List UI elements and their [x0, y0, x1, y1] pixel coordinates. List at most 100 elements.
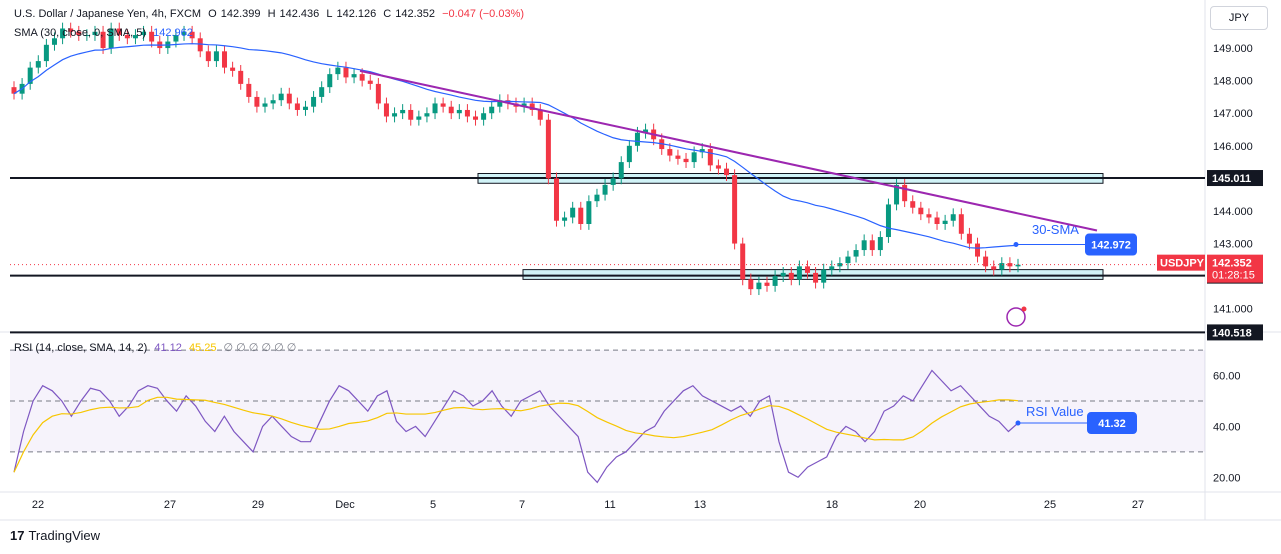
- candle-body: [489, 106, 495, 114]
- candle-body: [319, 87, 325, 97]
- price-tick-label: 143.000: [1213, 239, 1253, 251]
- support-resistance-zone: [522, 269, 1104, 280]
- candle-body: [149, 31, 155, 42]
- candle-body: [440, 103, 446, 107]
- candle-body: [764, 282, 770, 286]
- candle-body: [464, 109, 470, 117]
- candle-body: [788, 272, 794, 280]
- candle-body: [327, 74, 333, 88]
- candle-body: [294, 103, 300, 110]
- price-tag-countdown: 01:28:15: [1212, 270, 1255, 282]
- candle-body: [521, 103, 527, 107]
- candle-body: [197, 38, 203, 52]
- candle-body: [1007, 263, 1013, 267]
- candle-body: [270, 100, 276, 104]
- time-tick-label: 29: [252, 499, 264, 511]
- candle-body: [11, 87, 17, 94]
- candle-body: [683, 158, 689, 163]
- open-value: 142.399: [220, 8, 261, 20]
- price-tick-label: 147.000: [1213, 108, 1253, 120]
- time-tick-label: 27: [164, 499, 176, 511]
- level-tag-bg: [1207, 324, 1263, 341]
- candle-body: [51, 38, 57, 45]
- candle-body: [796, 266, 802, 280]
- candle-body: [311, 96, 317, 107]
- sma-value-box: [1085, 233, 1137, 256]
- candle-body: [804, 266, 810, 273]
- candle-body: [626, 145, 632, 163]
- candle-body: [230, 67, 236, 71]
- level-tag-label: 140.518: [1212, 327, 1252, 339]
- candle-body: [448, 106, 454, 114]
- candle-body: [76, 31, 82, 36]
- candle-body: [732, 175, 738, 244]
- candle-body: [416, 116, 422, 120]
- candle-body: [181, 31, 187, 36]
- time-tick-label: 13: [694, 499, 706, 511]
- candle-body: [869, 240, 875, 251]
- candle-body: [618, 162, 624, 179]
- candle-body: [740, 243, 746, 280]
- candle-body: [189, 31, 195, 39]
- candle-body: [724, 168, 730, 176]
- rsi-line: [13, 369, 1019, 484]
- symbol-tag-label: USDJPY: [1160, 258, 1205, 270]
- candle-body: [367, 80, 373, 84]
- rsi-legend[interactable]: RSI (14, close, SMA, 14, 2) 41.12 45.25 …: [14, 341, 300, 354]
- price-tick-label: 149.000: [1213, 43, 1253, 55]
- candle-body: [586, 201, 592, 224]
- sma-legend[interactable]: SMA (30, close, 0, SMA, 5) 142.962: [14, 27, 197, 39]
- candle-body: [262, 103, 268, 107]
- candle-body: [359, 74, 365, 81]
- candle-body: [902, 184, 908, 202]
- level-tag-label: 145.011: [1212, 173, 1251, 185]
- candle-body: [853, 250, 859, 257]
- candle-body: [173, 35, 179, 42]
- price-tick-label: 144.000: [1213, 206, 1253, 218]
- descending-trendline: [359, 69, 1098, 232]
- candle-body: [975, 243, 981, 257]
- symbol-title: U.S. Dollar / Japanese Yen, 4h, FXCM: [14, 8, 202, 20]
- candle-body: [634, 132, 640, 146]
- candle-body: [473, 116, 479, 120]
- rsi-value-label: 41.32: [1098, 418, 1126, 430]
- candle-body: [610, 178, 616, 185]
- candle-body: [748, 279, 754, 290]
- rsi-annotation: RSI Value: [1026, 404, 1084, 419]
- candle-body: [570, 207, 576, 218]
- rsi-tick-label: 20.00: [1213, 472, 1241, 484]
- candle-body: [829, 266, 835, 270]
- candle-body: [481, 113, 487, 120]
- sma-pointer-dot: [1013, 242, 1019, 248]
- candle-body: [254, 96, 260, 107]
- candle-body: [926, 214, 932, 218]
- candle-body: [408, 109, 414, 120]
- candle-body: [286, 93, 292, 104]
- candle-body: [343, 67, 349, 78]
- candle-body: [958, 214, 964, 234]
- change-value: −0.047 (−0.03%): [442, 8, 525, 20]
- rsi-value-box: [1087, 412, 1137, 435]
- candle-body: [707, 149, 713, 166]
- candle-body: [27, 67, 33, 84]
- candle-body: [691, 152, 697, 163]
- candle-body: [497, 100, 503, 107]
- candle-body: [983, 256, 989, 267]
- rsi-pointer-dot: [1015, 420, 1021, 426]
- chart-header: U.S. Dollar / Japanese Yen, 4h, FXCM O 14…: [14, 8, 525, 20]
- symbol-tag-bg: [1157, 254, 1205, 271]
- candle-body: [813, 272, 819, 283]
- candle-body: [35, 61, 41, 68]
- tradingview-logo[interactable]: 17 TradingView: [10, 528, 100, 543]
- candle-body: [966, 233, 972, 244]
- candle-body: [116, 28, 122, 36]
- sma-label: SMA (30, close, 0, SMA, 5): [14, 27, 147, 39]
- candle-body: [124, 35, 130, 39]
- candle-body: [400, 109, 406, 114]
- time-tick-label: 5: [430, 499, 436, 511]
- candle-body: [392, 113, 398, 117]
- currency-button[interactable]: JPY: [1210, 6, 1268, 30]
- candle-body: [821, 269, 827, 283]
- candle-body: [335, 67, 341, 75]
